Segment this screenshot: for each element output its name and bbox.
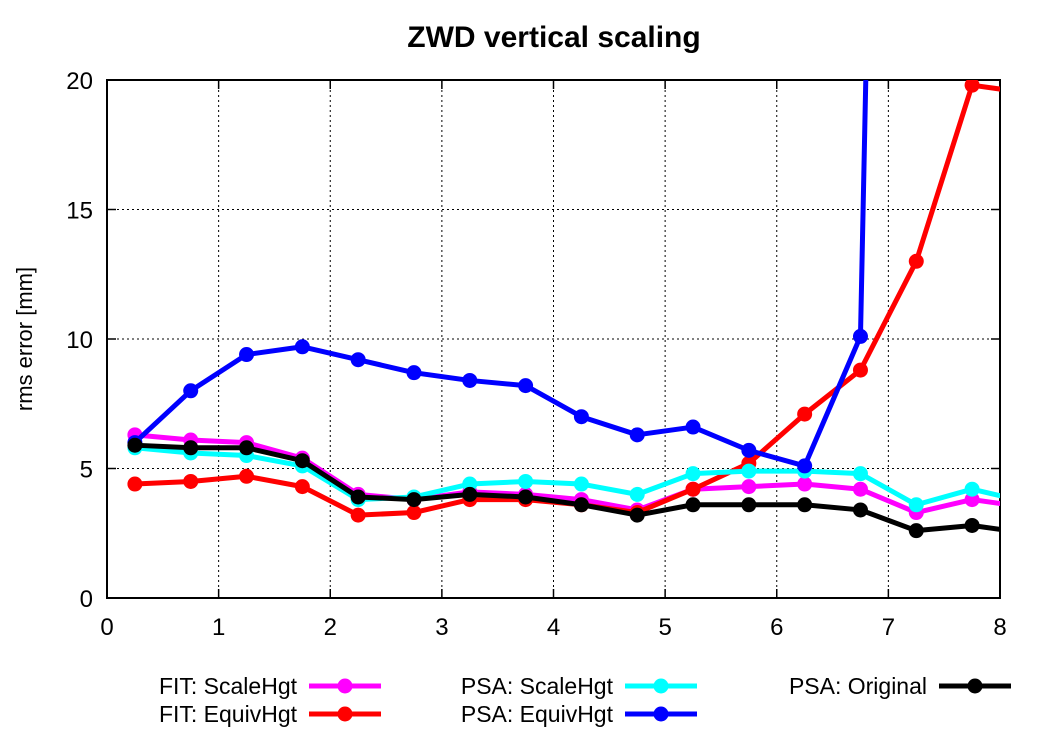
data-point-fit-equivhgt xyxy=(908,253,924,269)
chart-title: ZWD vertical scaling xyxy=(407,21,700,54)
data-point-psa-equivhgt xyxy=(685,419,701,435)
data-point-psa-equivhgt xyxy=(183,383,199,399)
x-tick-labels: 0 1 2 3 4 5 6 7 8 xyxy=(100,614,1006,641)
data-point-fit-equivhgt xyxy=(350,507,366,523)
x-tick-label: 6 xyxy=(770,614,783,641)
data-point-psa-original xyxy=(518,489,534,505)
data-point-fit-scalehgt xyxy=(964,492,980,508)
data-point-psa-equivhgt xyxy=(518,378,534,394)
y-tick-label: 20 xyxy=(66,68,93,95)
data-point-fit-equivhgt xyxy=(964,80,980,93)
data-point-psa-equivhgt xyxy=(797,458,813,474)
data-point-psa-equivhgt xyxy=(741,442,757,458)
series-psa-equivhgt xyxy=(127,80,869,474)
data-point-psa-scalehgt xyxy=(518,473,534,489)
data-point-fit-equivhgt xyxy=(127,476,143,492)
data-point-fit-equivhgt xyxy=(685,481,701,497)
data-point-psa-equivhgt xyxy=(629,427,645,443)
data-point-psa-original xyxy=(183,440,199,456)
data-point-psa-original xyxy=(127,437,143,453)
data-point-fit-equivhgt xyxy=(797,406,813,422)
data-point-psa-equivhgt xyxy=(852,328,868,344)
data-point-psa-scalehgt xyxy=(964,481,980,497)
data-point-psa-original xyxy=(964,517,980,533)
y-tick-label: 10 xyxy=(66,327,93,354)
y-axis-label: rms error [mm] xyxy=(12,267,37,411)
legend-item-psa-original: PSA: Original xyxy=(789,673,1011,699)
data-point-psa-equivhgt xyxy=(350,352,366,368)
plot-frame xyxy=(106,79,1001,599)
data-point-psa-scalehgt xyxy=(629,486,645,502)
legend-label: PSA: Original xyxy=(789,673,927,699)
data-point-psa-scalehgt xyxy=(1020,495,1035,510)
data-point-fit-scalehgt xyxy=(1020,500,1035,515)
legend-label: FIT: EquivHgt xyxy=(159,701,298,727)
data-point-psa-original xyxy=(294,453,310,469)
legend-item-psa-equivhgt: PSA: EquivHgt xyxy=(461,701,697,727)
legend-item-fit-scalehgt: FIT: ScaleHgt xyxy=(159,673,381,699)
data-point-psa-original xyxy=(908,523,924,539)
data-point-psa-original xyxy=(573,497,589,513)
x-tick-label: 0 xyxy=(100,614,113,641)
data-point-fit-equivhgt xyxy=(239,468,255,484)
legend-marker xyxy=(337,678,353,694)
data-point-psa-original xyxy=(350,489,366,505)
y-tick-label: 0 xyxy=(80,586,93,613)
data-point-psa-equivhgt xyxy=(406,365,422,381)
legend-item-fit-equivhgt: FIT: EquivHgt xyxy=(159,701,381,727)
x-tick-label: 4 xyxy=(547,614,560,641)
y-tick-labels: 0 5 10 15 20 xyxy=(66,68,93,613)
legend-marker xyxy=(967,678,983,694)
legend-marker xyxy=(337,706,353,722)
data-point-psa-scalehgt xyxy=(573,476,589,492)
legend-marker xyxy=(653,678,669,694)
x-tick-label: 2 xyxy=(324,614,337,641)
data-point-psa-original xyxy=(629,507,645,523)
x-tick-label: 5 xyxy=(658,614,671,641)
y-tick-label: 5 xyxy=(80,457,93,484)
x-tick-label: 7 xyxy=(882,614,895,641)
data-point-psa-scalehgt xyxy=(462,476,478,492)
legend-marker xyxy=(653,706,669,722)
series-layer xyxy=(127,80,1035,541)
data-point-psa-equivhgt xyxy=(573,409,589,425)
data-point-psa-original xyxy=(462,486,478,502)
data-point-psa-equivhgt xyxy=(462,372,478,388)
data-point-psa-original xyxy=(852,502,868,518)
legend-item-psa-scalehgt: PSA: ScaleHgt xyxy=(461,673,697,699)
data-point-fit-equivhgt xyxy=(1020,85,1035,100)
data-point-fit-equivhgt xyxy=(852,362,868,378)
data-point-psa-original xyxy=(1020,526,1035,541)
data-point-psa-scalehgt xyxy=(852,466,868,482)
series-psa-original xyxy=(127,437,1035,541)
data-point-psa-scalehgt xyxy=(685,466,701,482)
data-point-fit-scalehgt xyxy=(797,476,813,492)
data-point-fit-equivhgt xyxy=(183,473,199,489)
data-point-psa-original xyxy=(797,497,813,513)
data-point-psa-original xyxy=(406,492,422,508)
x-tick-label: 1 xyxy=(212,614,225,641)
legend-label: FIT: ScaleHgt xyxy=(159,673,298,699)
data-point-psa-original xyxy=(239,440,255,456)
y-tick-label: 15 xyxy=(66,198,93,225)
data-point-fit-equivhgt xyxy=(406,505,422,521)
data-point-psa-original xyxy=(741,497,757,513)
x-tick-label: 8 xyxy=(993,614,1006,641)
legend-label: PSA: ScaleHgt xyxy=(461,673,614,699)
series-line-psa-equivhgt xyxy=(133,80,869,469)
data-point-psa-scalehgt xyxy=(908,497,924,513)
series-fit-equivhgt xyxy=(127,80,1035,523)
legend-label: PSA: EquivHgt xyxy=(461,701,614,727)
data-point-fit-scalehgt xyxy=(741,479,757,495)
data-point-fit-equivhgt xyxy=(294,479,310,495)
data-point-psa-original xyxy=(685,497,701,513)
data-point-psa-equivhgt xyxy=(239,347,255,363)
x-tick-label: 3 xyxy=(435,614,448,641)
data-point-psa-scalehgt xyxy=(741,463,757,479)
data-point-fit-scalehgt xyxy=(852,481,868,497)
data-point-psa-equivhgt xyxy=(294,339,310,355)
